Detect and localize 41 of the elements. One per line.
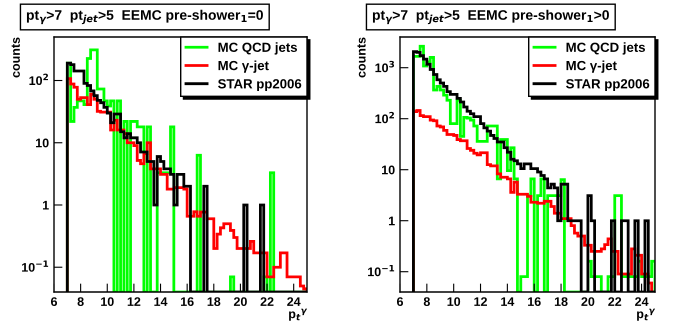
y-tick-label: 10 [382,166,395,174]
x-tick-label: 16 [528,297,541,306]
legend-label: MC γ-jet [218,60,269,73]
chart-title: pt$_{γ}$>7 pt$_{jet}$>5 EEMC pre-shower$_{1}$>0 [372,10,609,24]
x-tick-label: 24 [287,297,301,306]
y-tick-label: 10$^{−1}$ [22,260,48,272]
legend-label: MC QCD jets [566,42,646,55]
y-tick-label: 10 [36,138,49,148]
y-tick-label: 10$^{2}$ [375,112,394,124]
x-tick-label: 20 [581,297,594,306]
chart-title: pt$_{γ}$>7 pt$_{jet}$>5 EEMC pre-shower$_{1}$=0 [26,10,263,24]
legend-label: STAR pp2006 [218,79,302,92]
x-tick-label: 18 [208,297,220,306]
y-tick-label: 10$^{2}$ [29,74,48,86]
x-tick-label: 6 [396,297,404,306]
y-axis-title: counts [357,38,366,78]
x-tick-label: 10 [101,297,114,306]
x-tick-label: 16 [180,297,194,306]
x-tick-label: 20 [234,297,247,306]
x-axis-title: p$_{t}$$^{γ}$ [289,308,308,321]
x-tick-label: 22 [260,297,274,306]
x-tick-label: 24 [635,297,648,306]
y-tick-label: 1 [42,200,49,210]
x-tick-label: 14 [154,297,168,306]
y-tick-label: 10$^{3}$ [375,60,394,72]
x-tick-label: 18 [554,297,568,306]
legend-label: STAR pp2006 [566,79,650,92]
legend-label: MC QCD jets [218,42,298,55]
legend-label: MC γ-jet [566,60,617,73]
x-tick-label: 22 [608,297,622,306]
x-tick-label: 12 [128,297,140,306]
x-tick-label: 8 [78,297,84,306]
x-tick-label: 10 [448,297,460,306]
x-axis-title: p$_{t}$$^{γ}$ [637,308,656,321]
y-tick-label: 1 [388,216,395,226]
x-tick-label: 12 [474,297,487,306]
y-tick-label: 10$^{−1}$ [368,264,394,276]
x-tick-label: 14 [501,297,514,306]
x-tick-label: 8 [424,297,430,306]
x-tick-label: 6 [50,297,58,306]
y-axis-title: counts [12,38,20,78]
